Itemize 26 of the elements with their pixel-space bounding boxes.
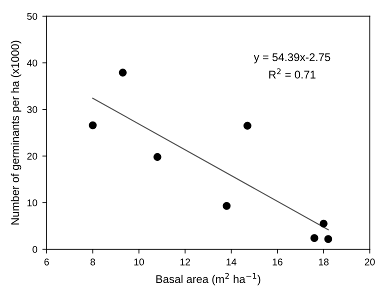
x-tick-label: 12: [180, 258, 190, 266]
point: [88, 121, 97, 130]
y-tick-label: 30: [27, 106, 38, 114]
y-axis-title: Number of germinants per ha (x1000): [10, 40, 22, 224]
y-tick-label: 50: [27, 12, 38, 20]
y-tick-label: 20: [27, 152, 38, 160]
x-tick-label: 8: [90, 258, 96, 266]
x-tick-label: 6: [44, 258, 49, 266]
point: [243, 122, 252, 130]
point: [118, 68, 127, 77]
annotation: R$^{2}$ = 0.71: [269, 68, 316, 79]
point: [324, 235, 332, 243]
x-tick-label: 10: [134, 258, 144, 266]
annotation: y = 54.39x-2.75: [254, 53, 330, 64]
point: [320, 220, 328, 228]
y-tick-label: 40: [26, 60, 38, 66]
y-tick-label: 0: [32, 246, 38, 253]
point: [153, 153, 162, 161]
y-tick-label: 10: [28, 199, 38, 206]
x-tick-label: 20: [364, 258, 375, 266]
x-tick-label: 16: [272, 258, 282, 266]
point: [310, 234, 318, 242]
point: [222, 202, 231, 210]
x-axis-title: Basal area (m$^{2}$ ha$^{−1}$): [156, 272, 260, 286]
x-tick-label: 14: [226, 258, 236, 266]
x-tick-label: 18: [318, 258, 329, 266]
